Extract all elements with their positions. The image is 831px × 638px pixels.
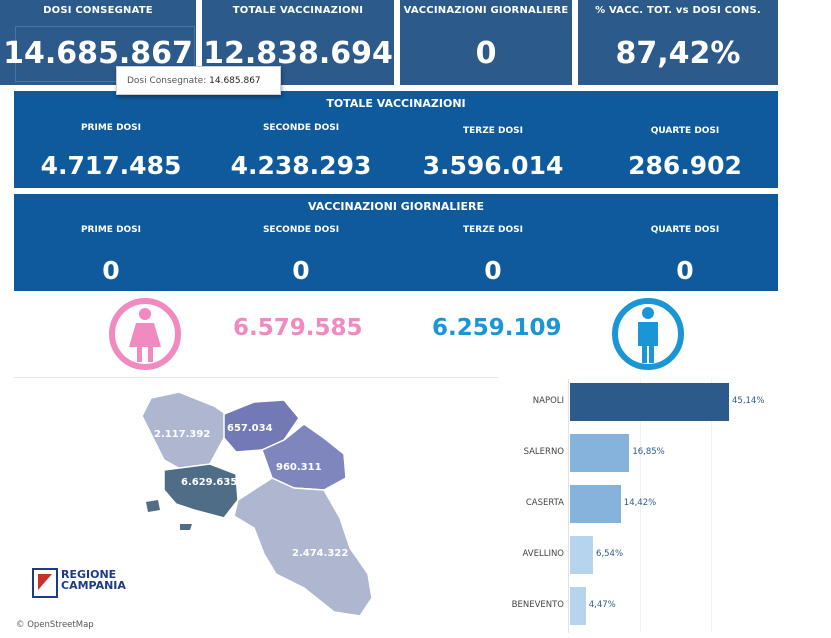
terze-dosi-label: TERZE DOSI [463, 126, 523, 136]
bar-label-avellino: AVELLINO [522, 549, 564, 559]
seconde-dosi-label: SECONDE DOSI [262, 225, 340, 235]
tile-value: 0 [475, 36, 497, 71]
prime-dosi-value[interactable]: 0 [102, 256, 120, 285]
tile-value: 12.838.694 [203, 36, 393, 71]
quarte-dosi-value[interactable]: 0 [676, 256, 694, 285]
map-label-avellino: 960.311 [276, 462, 322, 473]
tile-dosi-consegnate[interactable]: DOSI CONSEGNATE 14.685.867 [0, 0, 196, 85]
panel-title: VACCINAZIONI GIORNALIERE [307, 200, 485, 213]
female-icon [109, 298, 181, 370]
selection-outline [15, 26, 195, 82]
bar-label-salerno: SALERNO [523, 447, 564, 457]
chart-gridline [640, 379, 641, 633]
seconde-dosi-label: SECONDE DOSI [262, 123, 340, 133]
seconde-dosi-value[interactable]: 4.238.293 [230, 151, 372, 180]
male-count[interactable]: 6.259.109 [432, 315, 562, 341]
tile-title: % VACC. TOT. vs DOSI CONS. [595, 5, 761, 16]
vaccinazioni-giornaliere-panel: VACCINAZIONI GIORNALIERE PRIME DOSI 0 SE… [14, 194, 778, 291]
bar-salerno[interactable] [570, 434, 630, 472]
bar-label-caserta: CASERTA [525, 498, 564, 508]
tooltip-label: Dosi Consegnate: [127, 76, 207, 86]
map-regions [141, 391, 373, 617]
chart-axis-line [568, 379, 569, 633]
seconde-dosi-value[interactable]: 0 [292, 256, 310, 285]
region-napoli[interactable] [163, 463, 239, 519]
region-napoli-capri [180, 524, 192, 530]
totale-vaccinazioni-panel: TOTALE VACCINAZIONI PRIME DOSI 4.717.485… [14, 91, 778, 188]
tile-value: 87,42% [615, 36, 741, 71]
bar-value-benevento: 4,47% [588, 600, 616, 610]
quarte-dosi-label: QUARTE DOSI [650, 126, 720, 136]
tooltip: Dosi Consegnate: 14.685.867 [116, 66, 281, 95]
male-icon [612, 298, 684, 370]
prime-dosi-label: PRIME DOSI [80, 225, 142, 235]
tile-vaccinazioni-giornaliere[interactable]: VACCINAZIONI GIORNALIERE 0 [400, 0, 572, 85]
bar-value-salerno: 16,85% [632, 447, 665, 457]
bar-benevento[interactable] [570, 587, 586, 625]
terze-dosi-label: TERZE DOSI [463, 225, 523, 235]
female-count[interactable]: 6.579.585 [233, 315, 363, 341]
terze-dosi-value[interactable]: 0 [484, 256, 502, 285]
tile-title: VACCINAZIONI GIORNALIERE [403, 5, 569, 16]
map-label-salerno: 2.474.322 [292, 548, 349, 559]
tile-title: DOSI CONSEGNATE [43, 5, 153, 16]
bar-value-napoli: 45,14% [732, 396, 765, 406]
logo-emblem [38, 574, 52, 590]
quarte-dosi-value[interactable]: 286.902 [628, 151, 742, 180]
bar-caserta[interactable] [570, 485, 621, 523]
region-salerno[interactable] [233, 477, 373, 617]
map-label-napoli: 6.629.635 [181, 477, 238, 488]
campania-map[interactable]: 2.117.392 657.034 960.311 6.629.635 2.47… [14, 377, 498, 634]
bar-label-napoli: NAPOLI [532, 396, 564, 406]
logo-text-line1: REGIONE [61, 568, 117, 581]
chart-gridline [711, 379, 712, 633]
tooltip-value: 14.685.867 [209, 76, 261, 86]
bar-value-caserta: 14,42% [623, 498, 657, 508]
panel-title: TOTALE VACCINAZIONI [326, 97, 466, 110]
map-attribution[interactable]: © OpenStreetMap [16, 620, 94, 630]
map-label-caserta: 2.117.392 [154, 429, 211, 440]
bar-avellino[interactable] [570, 536, 594, 574]
bar-label-benevento: BENEVENTO [511, 600, 564, 610]
quarte-dosi-label: QUARTE DOSI [650, 225, 720, 235]
tile-value: 14.685.867 [3, 36, 193, 71]
region-napoli-isole [146, 500, 160, 512]
bar-napoli[interactable] [570, 383, 729, 421]
map-label-benevento: 657.034 [227, 423, 273, 434]
prime-dosi-value[interactable]: 4.717.485 [40, 151, 182, 180]
bar-value-avellino: 6,54% [596, 549, 624, 559]
tile-percentuale-vaccinazioni[interactable]: % VACC. TOT. vs DOSI CONS. 87,42% [578, 0, 778, 85]
prime-dosi-label: PRIME DOSI [80, 123, 142, 133]
tile-title: TOTALE VACCINAZIONI [232, 5, 364, 16]
region-avellino[interactable] [261, 423, 347, 491]
logo-text-line2: CAMPANIA [61, 579, 126, 592]
terze-dosi-value[interactable]: 3.596.014 [422, 151, 564, 180]
regione-campania-logo [32, 568, 58, 598]
